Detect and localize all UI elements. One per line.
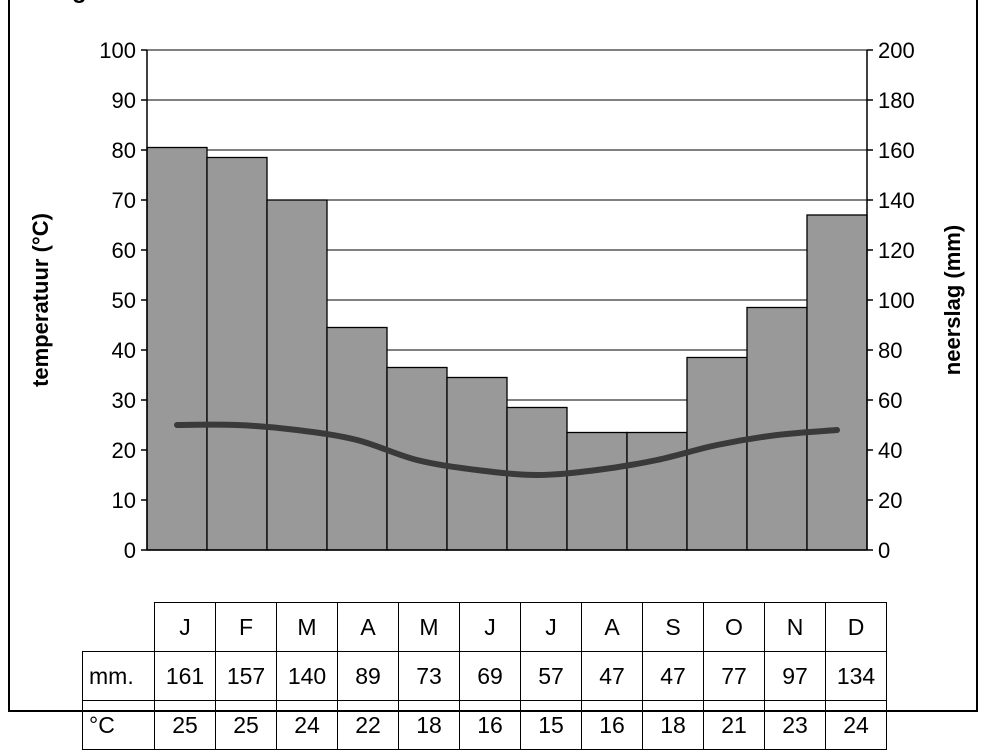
left-tick-label: 100 xyxy=(99,38,136,63)
table-precipitation-cell: 157 xyxy=(215,651,277,701)
precipitation-bar xyxy=(566,431,628,551)
table-precipitation-cell: 47 xyxy=(581,651,643,701)
table-row-label-temperature: °C xyxy=(82,700,155,750)
precipitation-bar xyxy=(446,376,508,551)
right-tick-label: 20 xyxy=(878,488,902,513)
table-precipitation-cell: 89 xyxy=(337,651,399,701)
right-tick-label: 80 xyxy=(878,338,902,363)
left-tick-label: 30 xyxy=(112,388,136,413)
table-precipitation-cell: 134 xyxy=(825,651,887,701)
precipitation-bar xyxy=(686,356,748,551)
precipitation-bar xyxy=(806,214,868,551)
table-precipitation-cell: 47 xyxy=(642,651,704,701)
table-month-cell: A xyxy=(581,602,643,652)
table-temperature-cell: 23 xyxy=(764,700,826,750)
precipitation-bars xyxy=(146,146,868,551)
table-precipitation-cell: 57 xyxy=(520,651,582,701)
table-precipitation-cell: 97 xyxy=(764,651,826,701)
precipitation-bar xyxy=(506,406,568,551)
table-month-cell: M xyxy=(276,602,338,652)
table-month-cell: N xyxy=(764,602,826,652)
right-tick-label: 120 xyxy=(878,238,915,263)
right-tick-label: 60 xyxy=(878,388,902,413)
left-tick-label: 70 xyxy=(112,188,136,213)
left-tick-label: 90 xyxy=(112,88,136,113)
table-temperature-cell: 16 xyxy=(459,700,521,750)
table-month-cell: J xyxy=(154,602,216,652)
left-tick-label: 10 xyxy=(112,488,136,513)
table-month-cell: D xyxy=(825,602,887,652)
right-tick-label: 140 xyxy=(878,188,915,213)
right-tick-label: 0 xyxy=(878,538,890,563)
table-temperature-cell: 24 xyxy=(276,700,338,750)
left-tick-label: 60 xyxy=(112,238,136,263)
table-temperature-cell: 24 xyxy=(825,700,887,750)
table-month-cell: M xyxy=(398,602,460,652)
left-tick-label: 50 xyxy=(112,288,136,313)
left-tick-label: 40 xyxy=(112,338,136,363)
precipitation-bar xyxy=(746,306,808,551)
table-precipitation-cell: 77 xyxy=(703,651,765,701)
left-tick-label: 0 xyxy=(124,538,136,563)
precipitation-bar xyxy=(266,199,328,551)
table-row-label-precipitation: mm. xyxy=(82,651,155,701)
table-temperature-cell: 18 xyxy=(642,700,704,750)
table-temperature-cell: 18 xyxy=(398,700,460,750)
table-month-cell: F xyxy=(215,602,277,652)
table-temperature-cell: 15 xyxy=(520,700,582,750)
left-tick-label: 80 xyxy=(112,138,136,163)
table-corner-empty xyxy=(82,602,155,652)
table-month-cell: S xyxy=(642,602,704,652)
table-precipitation-cell: 140 xyxy=(276,651,338,701)
table-precipitation-cell: 73 xyxy=(398,651,460,701)
table-temperature-cell: 16 xyxy=(581,700,643,750)
right-tick-label: 100 xyxy=(878,288,915,313)
precipitation-bar xyxy=(146,146,208,551)
left-axis-tick-labels: 0 10 20 30 40 50 60 70 80 90 100 xyxy=(99,38,136,563)
precipitation-bar xyxy=(626,431,688,551)
table-month-cell: O xyxy=(703,602,765,652)
table-precipitation-cell: 69 xyxy=(459,651,521,701)
header-fragment: g xyxy=(72,0,87,4)
right-axis-tick-labels: 0 20 40 60 80 100 120 140 160 180 200 xyxy=(878,38,915,563)
left-tick-label: 20 xyxy=(112,438,136,463)
table-row-temperature: °C 25 25 24 22 18 16 15 16 18 21 23 24 xyxy=(82,700,887,750)
table-temperature-cell: 25 xyxy=(215,700,277,750)
table-month-cell: A xyxy=(337,602,399,652)
table-row-precipitation: mm. 161 157 140 89 73 69 57 47 47 77 97 134 xyxy=(82,651,887,701)
chart-frame: g 0 10 20 30 40 50 60 70 80 90 100 0 20 40 60 80 100 120… xyxy=(8,0,978,750)
right-tick-label: 180 xyxy=(878,88,915,113)
right-tick-label: 40 xyxy=(878,438,902,463)
precipitation-bar xyxy=(206,156,268,551)
table-precipitation-cell: 161 xyxy=(154,651,216,701)
y-axis-label-right: neerslag (mm) xyxy=(940,225,965,375)
temperature-line-group xyxy=(174,421,840,479)
right-tick-label: 200 xyxy=(878,38,915,63)
temperature-line xyxy=(174,421,840,479)
table-month-cell: J xyxy=(459,602,521,652)
right-tick-label: 160 xyxy=(878,138,915,163)
table-temperature-cell: 21 xyxy=(703,700,765,750)
axes xyxy=(141,49,873,551)
table-month-cell: J xyxy=(520,602,582,652)
y-axis-label-left: temperatuur (°C) xyxy=(28,213,53,387)
climate-chart: g 0 10 20 30 40 50 60 70 80 90 100 0 20 40 60 80 100 120… xyxy=(28,0,965,563)
table-temperature-cell: 25 xyxy=(154,700,216,750)
table-temperature-cell: 22 xyxy=(337,700,399,750)
